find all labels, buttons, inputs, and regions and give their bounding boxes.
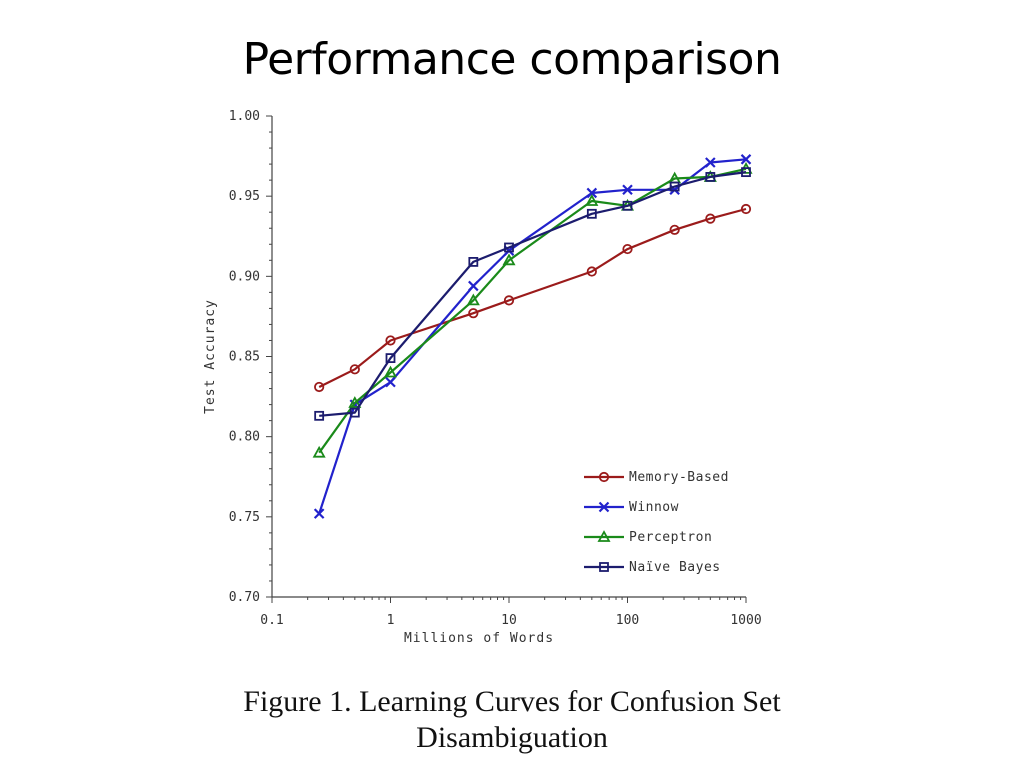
data-point	[385, 335, 396, 346]
data-point	[705, 172, 716, 182]
data-point	[314, 381, 325, 393]
data-point	[741, 167, 751, 178]
x-tick-label: 100	[616, 613, 639, 628]
legend-marker	[599, 562, 609, 572]
data-point	[503, 295, 515, 306]
data-point	[586, 187, 598, 199]
legend-label: Naïve Bayes	[629, 560, 721, 575]
data-point	[622, 200, 633, 211]
figure-caption: Figure 1. Learning Curves for Confusion …	[0, 684, 1024, 756]
data-point	[468, 280, 479, 292]
series-line	[318, 158, 747, 514]
series-line	[318, 167, 747, 454]
data-point	[504, 242, 514, 253]
series-winnow	[313, 154, 752, 519]
data-point	[385, 376, 396, 388]
y-axis-label: Test Accuracy	[203, 299, 218, 414]
data-point	[349, 407, 360, 418]
data-point	[312, 445, 326, 458]
y-tick-label: 0.70	[229, 590, 260, 605]
chart-series	[312, 154, 753, 519]
legend-marker	[598, 471, 610, 483]
series-line	[318, 207, 747, 388]
caption-line-1: Figure 1. Learning Curves for Confusion …	[243, 685, 781, 718]
legend-item: Perceptron	[584, 530, 712, 545]
legend-item: Naïve Bayes	[584, 560, 721, 575]
data-point	[622, 243, 633, 255]
caption-line-2: Disambiguation	[416, 721, 608, 754]
data-point	[385, 353, 396, 364]
data-point	[669, 181, 680, 192]
y-tick-label: 0.75	[229, 510, 260, 525]
marker-stroke	[622, 184, 633, 196]
data-point	[740, 203, 752, 215]
slide-title: Performance comparison	[242, 34, 782, 85]
marker-stroke	[313, 508, 325, 519]
y-tick-label: 0.85	[229, 350, 260, 365]
data-point	[705, 157, 716, 168]
data-point	[314, 410, 325, 421]
x-axis-label: Millions of Words	[404, 631, 554, 646]
series-perceptron	[312, 162, 753, 458]
y-tick-label: 0.95	[229, 189, 260, 204]
data-point	[622, 184, 633, 196]
y-tick-label: 0.90	[229, 269, 260, 284]
data-point	[348, 396, 362, 408]
x-tick-label: 10	[501, 613, 517, 628]
legend-item: Memory-Based	[584, 470, 729, 485]
legend-item: Winnow	[584, 500, 679, 515]
data-point	[740, 154, 752, 165]
y-tick-label: 0.80	[229, 430, 260, 445]
data-point	[349, 364, 360, 375]
x-tick-label: 0.1	[260, 613, 283, 628]
data-point	[466, 293, 480, 306]
marker-stroke	[385, 376, 396, 388]
series-na-ve-bayes	[314, 167, 751, 421]
marker-stroke	[740, 154, 752, 165]
data-point	[383, 365, 398, 378]
data-point	[468, 308, 479, 319]
series-memory-based	[314, 203, 752, 393]
data-point	[313, 508, 325, 519]
data-point	[585, 194, 599, 206]
data-point	[669, 224, 680, 235]
series-line	[319, 171, 747, 417]
legend-marker	[598, 501, 610, 513]
marker-stroke	[468, 280, 479, 292]
legend-label: Memory-Based	[629, 470, 729, 485]
legend-marker	[597, 530, 611, 542]
y-tick-label: 1.00	[229, 109, 260, 124]
data-point	[586, 266, 597, 277]
chart-legend: Memory-Based Winnow Perceptron Naïve Bayes	[584, 470, 729, 575]
chart-axes: 0.70 0.75 0.80 0.85 0.90 0.95 1.00 0.1 1 10 100 100…	[203, 109, 762, 646]
marker-stroke	[598, 501, 610, 513]
data-point	[502, 253, 516, 266]
data-point	[705, 213, 716, 224]
legend-label: Perceptron	[629, 530, 712, 545]
data-point	[586, 208, 597, 219]
data-point	[468, 257, 479, 267]
marker-stroke	[705, 157, 716, 168]
x-tick-label: 1000	[730, 613, 761, 628]
marker-stroke	[586, 187, 598, 199]
x-tick-label: 1	[387, 613, 395, 628]
legend-label: Winnow	[629, 500, 679, 515]
